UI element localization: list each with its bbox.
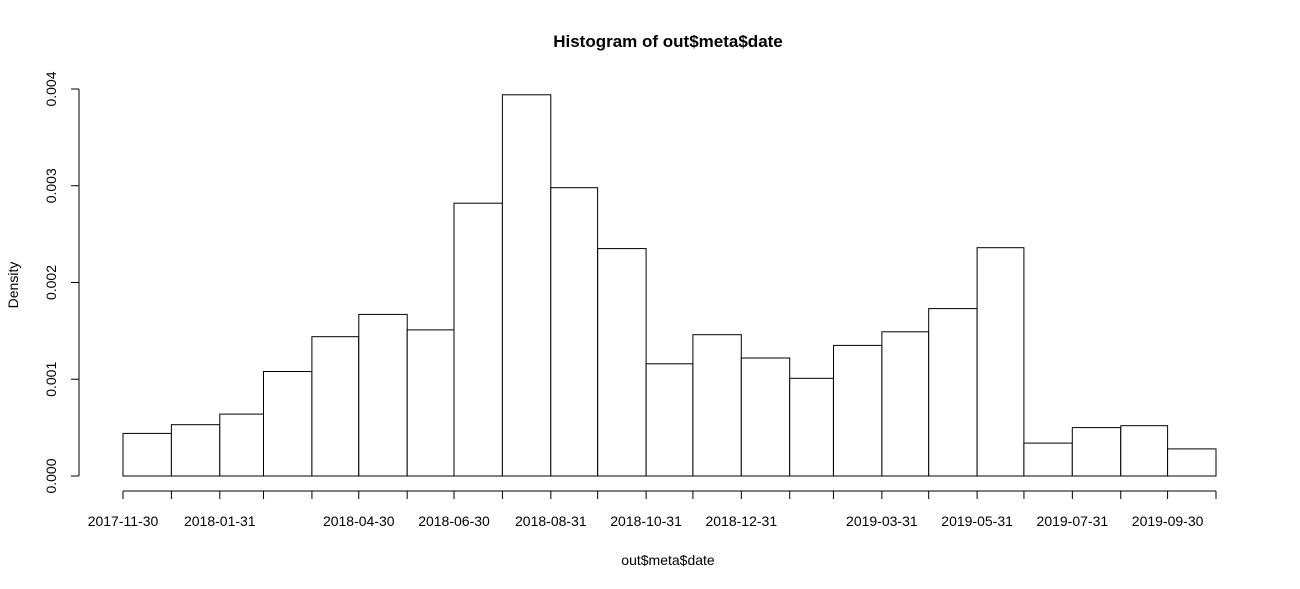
histogram-bar xyxy=(597,248,647,477)
x-axis-label: out$meta$date xyxy=(621,552,715,568)
x-tick-label: 2019-03-31 xyxy=(846,513,918,529)
histogram-bar xyxy=(122,432,172,477)
histogram-bar xyxy=(692,334,742,477)
y-tick-label: 0.003 xyxy=(43,168,59,203)
histogram-bar xyxy=(881,331,930,477)
histogram-bar xyxy=(311,336,360,477)
x-tick-label: 2019-05-31 xyxy=(941,513,1013,529)
histogram-bar xyxy=(833,344,883,477)
x-tick-label: 2019-09-30 xyxy=(1132,513,1204,529)
histogram-bar xyxy=(550,187,599,477)
histogram-bar xyxy=(789,377,834,477)
y-tick-label: 0.002 xyxy=(43,265,59,300)
histogram-bar xyxy=(1167,448,1217,477)
x-tick-label: 2018-01-31 xyxy=(184,513,256,529)
x-tick-label: 2018-04-30 xyxy=(323,513,395,529)
y-tick-label: 0.000 xyxy=(43,458,59,493)
histogram-bar xyxy=(170,424,221,477)
y-tick-label: 0.001 xyxy=(43,362,59,397)
histogram-bar xyxy=(645,363,694,477)
y-axis-label: Density xyxy=(5,262,21,309)
histogram-bar xyxy=(453,202,503,477)
x-tick-label: 2019-07-31 xyxy=(1037,513,1109,529)
histogram-bar xyxy=(501,94,552,477)
histogram-bar xyxy=(1071,427,1122,477)
chart-title: Histogram of out$meta$date xyxy=(553,32,783,51)
histogram-bar xyxy=(219,413,265,477)
histogram-bar xyxy=(1023,442,1073,477)
histogram-bar xyxy=(928,308,978,477)
histogram-bar xyxy=(263,371,313,477)
histogram-bar xyxy=(406,329,455,477)
x-tick-label: 2018-10-31 xyxy=(610,513,682,529)
bars-group xyxy=(122,94,1217,477)
x-axis: 2017-11-30 2018-01-31 2018-04-30 2018-06-30… xyxy=(88,490,1217,529)
x-tick-label: 2017-11-30 xyxy=(88,513,159,529)
y-tick-label: 0.004 xyxy=(43,71,59,106)
histogram-bar xyxy=(358,313,408,477)
x-tick-label: 2018-08-31 xyxy=(515,513,587,529)
histogram-bar xyxy=(740,357,791,477)
y-axis: 0.000 0.001 0.002 0.003 0.004 xyxy=(43,71,80,494)
x-tick-label: 2018-12-31 xyxy=(706,513,778,529)
histogram-bar xyxy=(1120,425,1169,477)
histogram-bar xyxy=(976,247,1025,477)
x-tick-label: 2018-06-30 xyxy=(418,513,490,529)
